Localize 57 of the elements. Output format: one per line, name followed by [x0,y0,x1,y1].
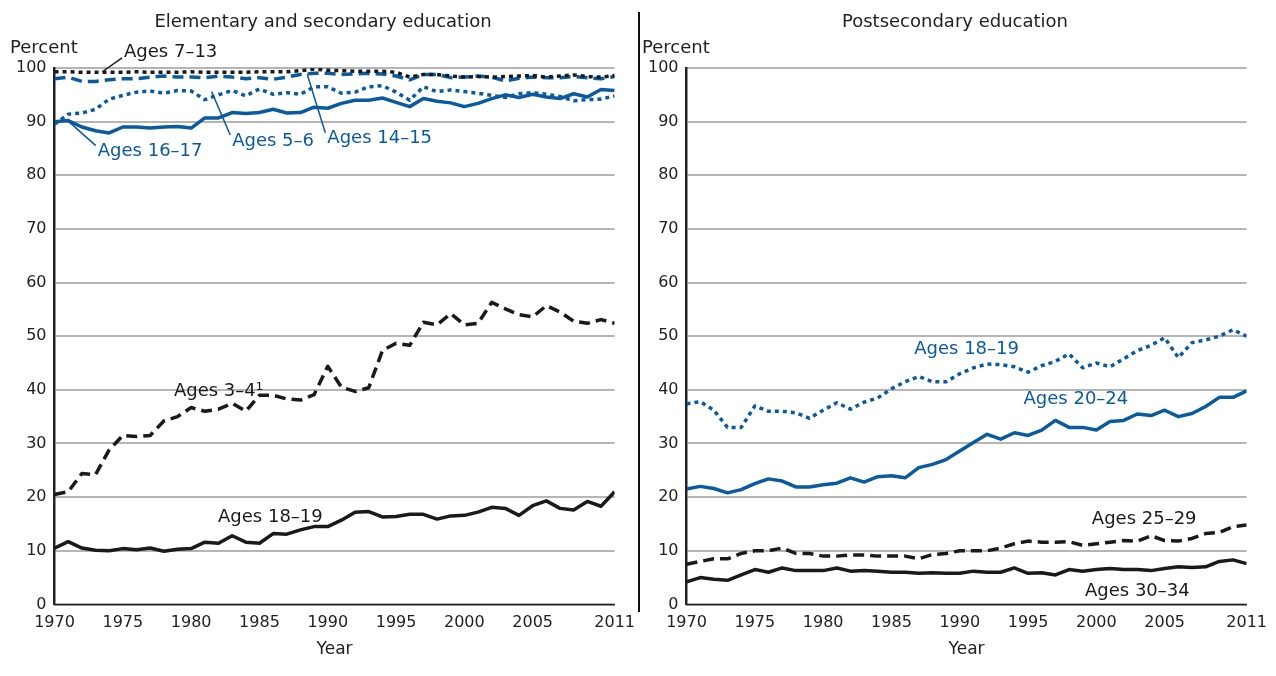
x-tick-label: 1990 [307,612,349,632]
series-label: Ages 20–24 [1023,386,1129,408]
series-label: Ages 18–19 [914,336,1019,358]
line-series [686,328,1247,430]
y-tick-label: 0 [36,593,47,613]
y-tick-label: 40 [26,379,47,398]
y-tick-label: 30 [658,432,679,452]
y-tick-label: 0 [668,593,679,613]
chart-title: Elementary and secondary education [153,9,493,33]
x-tick-label: 2000 [1076,612,1117,632]
x-tick-label: 2005 [512,612,554,632]
y-tick-label: 90 [658,110,679,130]
x-tick-label: 1980 [170,612,212,632]
x-tick-label: 2011 [1226,612,1267,632]
series-label: Ages 25–29 [1091,507,1197,529]
y-tick-label: 80 [658,164,679,184]
y-axis-title: Percent [642,36,710,57]
y-tick-label: 50 [658,325,679,345]
y-tick-label: 60 [658,271,679,291]
x-tick-label: 1985 [239,612,280,632]
series-label: Ages 7–13 [124,39,218,61]
x-tick-label: 1985 [871,612,912,632]
x-tick-label: 1970 [666,612,707,632]
legend-label: Ages 16–17 [97,139,203,161]
series-label: Ages 30–34 [1084,578,1190,600]
series-label: Ages 3–4¹ [173,379,263,401]
y-tick-label: 30 [26,432,47,452]
x-tick-label: 1995 [375,612,417,632]
y-axis-title: Percent [10,36,78,57]
series-label: Ages 18–19 [218,504,323,526]
y-tick-label: 10 [26,539,47,559]
x-axis-title: Year [947,638,985,659]
y-tick-label: 10 [658,539,679,559]
y-tick-label: 100 [647,57,679,77]
x-tick-label: 1975 [734,612,776,632]
y-tick-label: 100 [15,57,47,77]
text: Ages 14–15 [327,126,433,148]
y-tick-label: 70 [26,218,47,238]
y-tick-label: 80 [26,164,47,184]
y-tick-label: 70 [658,218,679,238]
y-tick-label: 40 [658,379,679,398]
chart-title: Postsecondary education [841,9,1069,33]
x-tick-label: 2011 [594,612,635,632]
y-tick-label: 90 [26,110,47,130]
series-label: Ages 5–6 [232,128,315,150]
x-tick-label: 1995 [1007,612,1049,632]
y-tick-label: 20 [26,486,47,506]
x-axis-title: Year [315,638,353,659]
x-tick-label: 1990 [939,612,981,632]
y-tick-label: 60 [26,271,47,291]
x-tick-label: 2005 [1144,612,1186,632]
x-tick-label: 1970 [34,612,75,632]
x-tick-label: 2000 [444,612,485,632]
y-tick-label: 50 [26,325,47,345]
x-tick-label: 1980 [802,612,844,632]
x-tick-label: 1975 [102,612,144,632]
y-tick-label: 20 [658,486,679,506]
